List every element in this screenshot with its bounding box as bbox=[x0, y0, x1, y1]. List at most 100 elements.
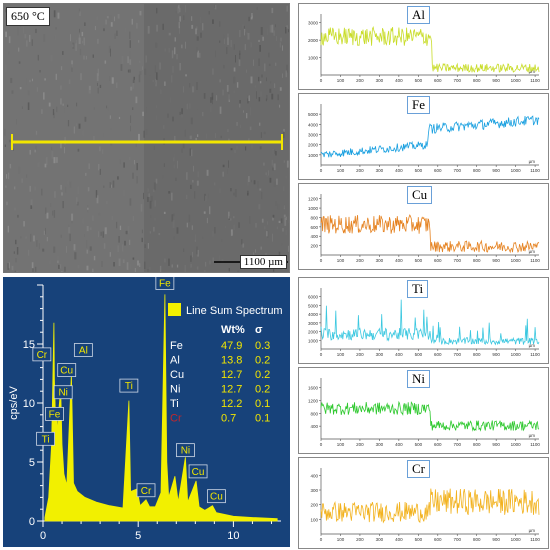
linescan-x-tick-label: 0 bbox=[320, 168, 323, 173]
linescan-x-tick-label: 500 bbox=[415, 352, 423, 357]
sem-grain bbox=[43, 230, 45, 235]
sem-grain bbox=[283, 128, 285, 132]
sem-grain bbox=[236, 145, 238, 150]
sem-grain bbox=[189, 148, 192, 156]
sem-grain bbox=[265, 172, 267, 176]
sem-grain bbox=[83, 37, 85, 46]
linescan-x-tick-label: 300 bbox=[376, 352, 384, 357]
sem-grain bbox=[150, 215, 152, 218]
linescan-y-tick-label: 2000 bbox=[308, 143, 319, 148]
sem-grain bbox=[233, 90, 235, 94]
sem-grain bbox=[156, 144, 159, 151]
sem-grain bbox=[176, 54, 178, 60]
sem-grain bbox=[156, 105, 158, 108]
sem-grain bbox=[173, 153, 175, 162]
sem-grain bbox=[272, 214, 275, 218]
sem-grain bbox=[36, 240, 38, 247]
sem-grain bbox=[178, 4, 180, 9]
sem-grain bbox=[267, 230, 269, 238]
sem-grain bbox=[282, 73, 283, 78]
sem-grain bbox=[269, 177, 272, 183]
sem-grain bbox=[96, 195, 99, 204]
sem-grain bbox=[259, 45, 261, 52]
sem-grain bbox=[259, 81, 262, 84]
sem-grain bbox=[251, 144, 253, 149]
linescan-x-tick-label: 800 bbox=[473, 537, 481, 542]
sem-grain bbox=[145, 129, 148, 135]
sem-grain bbox=[68, 224, 70, 228]
sem-grain bbox=[75, 43, 77, 51]
sem-grain bbox=[62, 51, 64, 55]
eds-x-tick-label: 0 bbox=[40, 530, 46, 542]
sem-grain bbox=[270, 81, 272, 84]
sem-grain bbox=[89, 246, 92, 251]
sem-grain bbox=[78, 123, 81, 129]
sem-grain bbox=[71, 221, 73, 224]
sem-grain bbox=[86, 226, 89, 232]
sem-grain bbox=[202, 236, 204, 239]
sem-grain bbox=[271, 93, 274, 100]
sem-grain bbox=[286, 25, 288, 29]
sem-grain bbox=[76, 39, 77, 44]
sem-grain bbox=[76, 102, 78, 107]
sem-grain bbox=[131, 18, 133, 25]
sem-grain bbox=[203, 93, 206, 99]
sem-grain bbox=[250, 107, 251, 116]
sem-grain bbox=[156, 7, 158, 14]
linescan-x-tick-label: 1000 bbox=[511, 168, 522, 173]
eds-peak-label-box bbox=[155, 277, 175, 290]
sem-grain bbox=[125, 230, 128, 235]
sem-grain bbox=[147, 269, 150, 272]
eds-peak-label: Cr bbox=[37, 350, 48, 361]
linescan-x-tick-label: 100 bbox=[337, 352, 345, 357]
sem-grain bbox=[103, 24, 105, 30]
sem-grain bbox=[197, 134, 199, 137]
sem-grain bbox=[199, 16, 201, 24]
sem-grain bbox=[32, 78, 33, 82]
sem-grain bbox=[263, 131, 266, 135]
linescan-x-tick-label: 700 bbox=[453, 442, 461, 447]
sem-grain bbox=[243, 25, 246, 29]
sem-grain bbox=[129, 31, 131, 39]
sem-grain bbox=[112, 180, 115, 188]
sem-grain bbox=[18, 47, 20, 52]
sem-micrograph: 650 °C 1100 µm bbox=[3, 3, 290, 273]
sem-grain bbox=[135, 96, 138, 104]
eds-peak-label: Cr bbox=[141, 486, 152, 497]
sem-grain bbox=[240, 250, 241, 257]
sem-grain bbox=[103, 133, 104, 138]
sem-grain bbox=[243, 110, 244, 113]
linescan-x-tick-label: 600 bbox=[434, 352, 442, 357]
sem-grain bbox=[280, 218, 283, 224]
linescan-y-tick-label: 1000 bbox=[308, 338, 319, 343]
sem-grain bbox=[290, 157, 291, 163]
sem-grain bbox=[130, 86, 133, 91]
sem-grain bbox=[214, 182, 216, 186]
eds-spectrum-panel: 0 5 10 15 0 5 10 cps/eV Fe Cr Al Cu Ni Fe Ti Ti Cr Ni Cu Cu… bbox=[3, 277, 290, 547]
sem-grain bbox=[134, 160, 135, 165]
linescan-x-unit: µm bbox=[529, 528, 536, 533]
sem-grain bbox=[279, 42, 281, 48]
sem-grain bbox=[96, 73, 99, 81]
sem-grain bbox=[101, 261, 103, 267]
linescan-y-tick-label: 2000 bbox=[308, 38, 319, 43]
sem-grain bbox=[99, 146, 101, 152]
sem-grain bbox=[171, 192, 173, 201]
eds-peak-label: Cu bbox=[192, 467, 205, 478]
linescan-x-tick-label: 300 bbox=[376, 168, 384, 173]
scale-bar-label: 1100 µm bbox=[239, 255, 287, 269]
sem-grain bbox=[244, 25, 246, 33]
sem-grain bbox=[36, 131, 38, 135]
sem-grain bbox=[98, 231, 99, 238]
sem-grain bbox=[178, 7, 181, 13]
sem-grain bbox=[113, 262, 115, 267]
sem-grain bbox=[236, 82, 239, 88]
sem-grain bbox=[104, 60, 107, 64]
sem-grain bbox=[286, 137, 288, 142]
sem-grain bbox=[248, 138, 250, 141]
sem-grain bbox=[110, 128, 112, 131]
sem-grain bbox=[67, 180, 70, 185]
sem-grain bbox=[192, 86, 195, 93]
sem-grain bbox=[286, 5, 288, 12]
sem-grain bbox=[70, 34, 71, 42]
